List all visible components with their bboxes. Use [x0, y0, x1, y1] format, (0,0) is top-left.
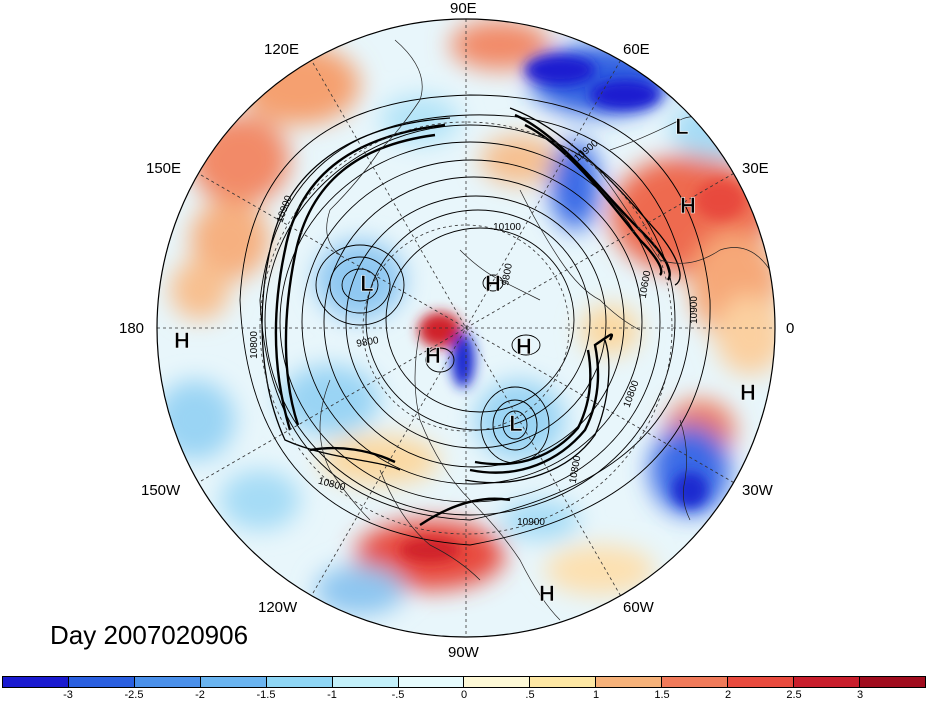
high-pressure-marker: H — [425, 343, 441, 368]
lon-label-90w: 90W — [448, 644, 479, 661]
colorbar-swatch — [596, 677, 663, 687]
coastlines — [319, 39, 771, 621]
colorbar-swatch — [68, 677, 135, 687]
high-pressure-marker: H — [680, 193, 696, 218]
lon-label-120w: 120W — [258, 599, 298, 616]
low-pressure-marker: L — [360, 271, 373, 296]
colorbar-swatch — [200, 677, 267, 687]
contour-label: 10600 — [638, 269, 654, 299]
colorbar-tick-label: 2 — [724, 689, 732, 701]
colorbar-swatch — [332, 677, 399, 687]
colorbar-swatch — [728, 677, 795, 687]
graticule — [157, 19, 775, 637]
contour-label: 10900 — [517, 517, 545, 528]
colorbar-ticks: -3 -2.5 -2 -1.5 -1 -.5 0 .5 1 1.5 2 2.5 3 — [0, 689, 928, 702]
colorbar-swatch — [662, 677, 729, 687]
colorbar-swatch — [266, 677, 333, 687]
colorbar — [2, 676, 926, 688]
lon-label-30e: 30E — [742, 160, 769, 177]
colorbar-swatch — [3, 677, 69, 687]
lon-label-60w: 60W — [623, 599, 654, 616]
contour-label: 10100 — [493, 222, 521, 233]
lon-label-30w: 30W — [742, 482, 773, 499]
lon-label-180: 180 — [119, 320, 145, 337]
high-pressure-marker: H — [485, 271, 501, 296]
colorbar-tick-label: 0 — [460, 689, 468, 701]
colorbar-tick-label: 3 — [856, 689, 864, 701]
colorbar-tick-label: -1.5 — [256, 689, 276, 701]
colorbar-swatch — [464, 677, 531, 687]
low-pressure-marker: L — [675, 114, 688, 139]
lon-label-150e: 150E — [146, 160, 182, 177]
colorbar-tick-label: 1 — [592, 689, 600, 701]
jet-contours — [274, 113, 671, 526]
lon-label-150w: 150W — [141, 482, 181, 499]
pressure-centers: L H H L H H H H L H — [174, 114, 756, 607]
jet-contours-outer — [261, 107, 681, 484]
lon-label-120e: 120E — [264, 41, 300, 58]
contour-label: 10800 — [568, 454, 584, 484]
high-pressure-marker: H — [174, 328, 190, 353]
high-pressure-marker: H — [539, 581, 555, 606]
map-date-title: Day 2007020906 — [50, 620, 249, 650]
colorbar-swatch — [398, 677, 465, 687]
lon-label-90e: 90E — [450, 0, 477, 17]
colorbar-tick-label: 1.5 — [654, 689, 670, 701]
colorbar-tick-label: .5 — [525, 689, 535, 701]
colorbar-tick-label: -3 — [63, 689, 73, 701]
high-pressure-marker: H — [740, 380, 756, 405]
colorbar-tick-label: -.5 — [391, 689, 405, 701]
contour-label: 9800 — [500, 262, 515, 286]
contour-label: 10800 — [249, 331, 260, 359]
colorbar-tick-label: 2.5 — [786, 689, 802, 701]
colorbar-swatch — [134, 677, 201, 687]
high-pressure-marker: H — [516, 334, 532, 359]
colorbar-tick-label: -1 — [327, 689, 337, 701]
map-boundary — [156, 18, 776, 638]
colorbar-swatch — [530, 677, 597, 687]
colorbar-tick-label: -2 — [195, 689, 205, 701]
colorbar-swatch — [859, 677, 925, 687]
colorbar-tick-label: -2.5 — [124, 689, 144, 701]
colorbar-swatch — [794, 677, 860, 687]
lon-label-60e: 60E — [623, 41, 650, 58]
low-pressure-marker: L — [509, 411, 522, 436]
contour-label: 10900 — [689, 296, 700, 324]
lon-label-0: 0 — [786, 320, 795, 337]
contour-label: 9800 — [356, 335, 380, 350]
